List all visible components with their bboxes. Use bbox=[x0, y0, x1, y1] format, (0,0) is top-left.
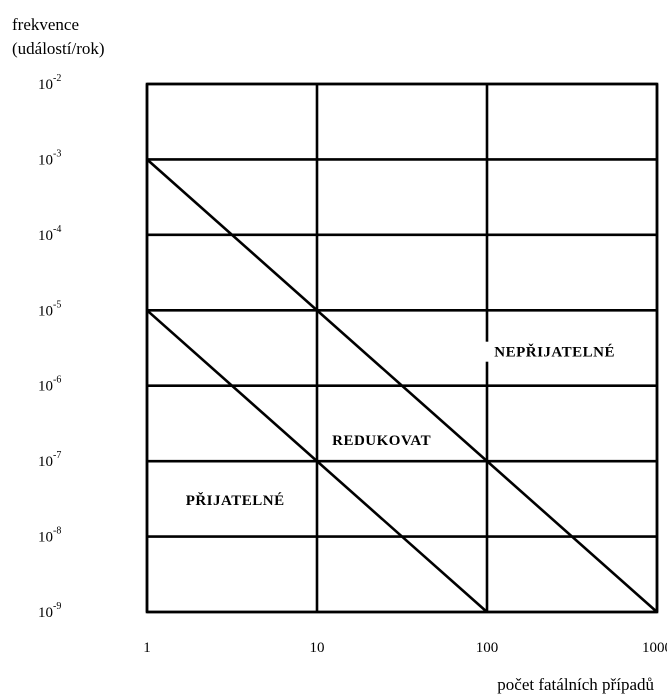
y-tick-labels: 10-2 10-3 10-4 10-5 10-6 10-7 10-8 10-9 bbox=[38, 73, 61, 621]
y-tick-label: 10-9 bbox=[38, 601, 61, 621]
y-tick-label: 10-2 bbox=[38, 73, 61, 93]
plot-frame bbox=[145, 82, 659, 614]
y-tick-label: 10-7 bbox=[38, 450, 61, 470]
y-tick-label: 10-4 bbox=[38, 224, 61, 244]
y-tick-label: 10-6 bbox=[38, 375, 61, 395]
x-tick-label: 1000 bbox=[642, 640, 667, 656]
region-label-bg bbox=[176, 490, 295, 511]
x-tick-labels: 1 10 100 1000 bbox=[143, 640, 667, 656]
region-label: REDUKOVAT bbox=[332, 433, 431, 449]
region-label: PŘIJATELNÉ bbox=[186, 492, 285, 509]
x-tick-label: 1 bbox=[143, 640, 151, 656]
limit-lines bbox=[146, 158, 658, 613]
y-axis-label-line-2: (událostí/rok) bbox=[12, 39, 105, 58]
y-tick-label: 10-3 bbox=[38, 148, 61, 168]
x-tick-label: 100 bbox=[476, 640, 499, 656]
y-tick-label: 10-8 bbox=[38, 526, 61, 546]
x-axis-label: počet fatálních případů bbox=[497, 675, 654, 694]
y-tick-label: 10-5 bbox=[38, 299, 61, 319]
y-axis-label-line-1: frekvence bbox=[12, 15, 79, 34]
region-label: NEPŘIJATELNÉ bbox=[494, 344, 615, 361]
region-labels: NEPŘIJATELNÉ REDUKOVAT PŘIJATELNÉ bbox=[176, 341, 625, 511]
limit-line-2 bbox=[146, 309, 488, 613]
limit-line-1 bbox=[146, 158, 658, 613]
region-label-bg bbox=[328, 429, 436, 450]
x-tick-label: 10 bbox=[310, 640, 325, 656]
region-label-bg bbox=[484, 341, 625, 362]
